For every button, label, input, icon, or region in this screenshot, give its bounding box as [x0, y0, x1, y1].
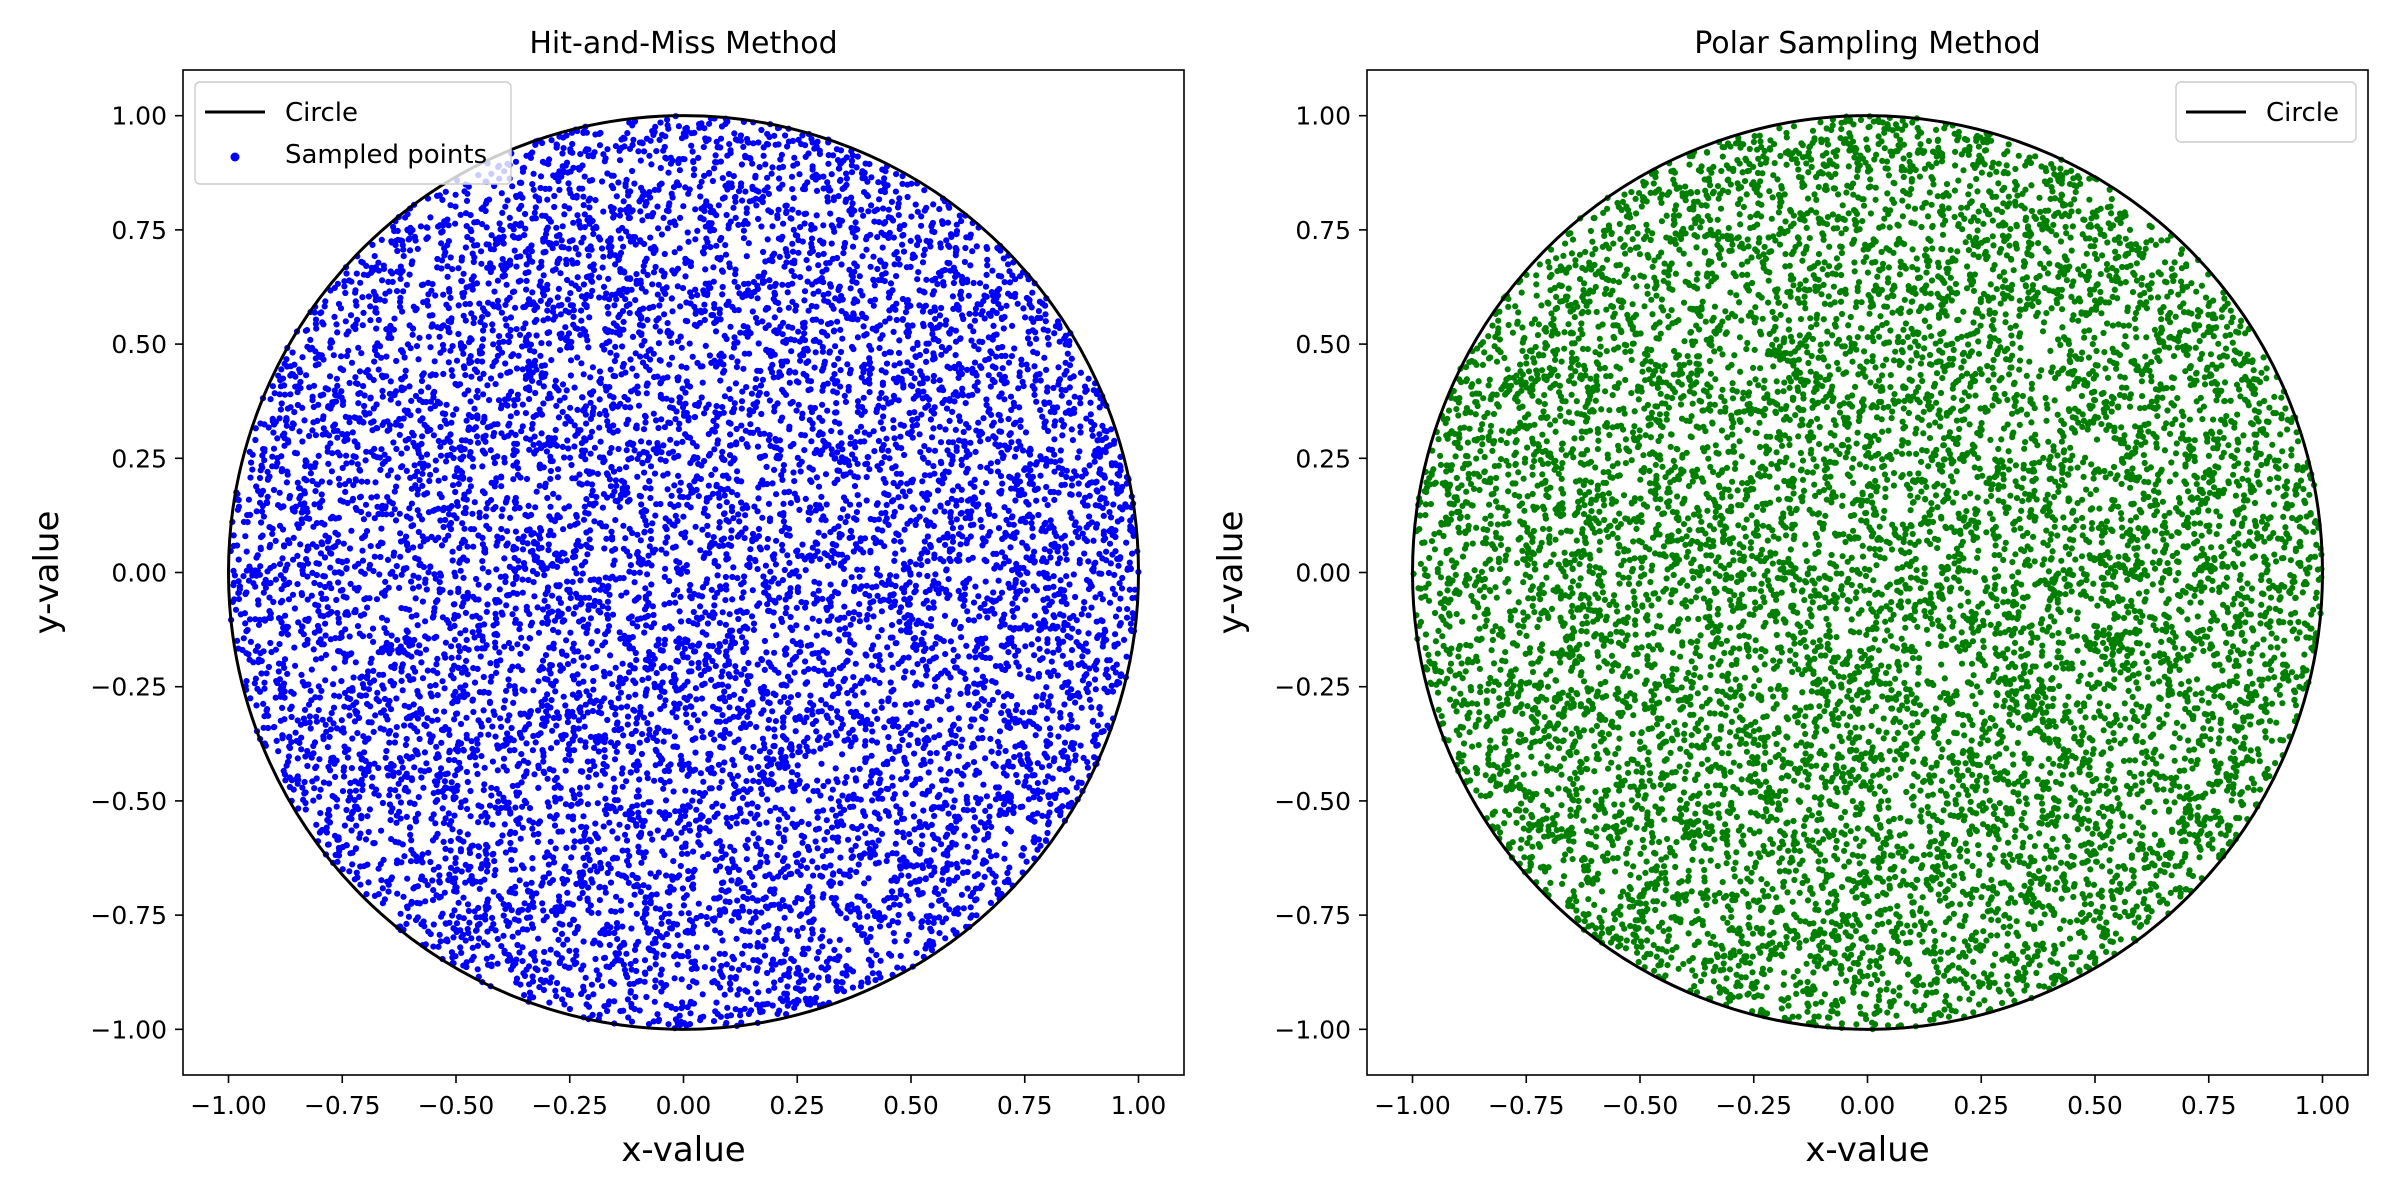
x-tick-label: 0.75 [2181, 1091, 2237, 1120]
y-tick-label: 0.75 [1295, 216, 1351, 245]
y-tick-label: −0.75 [1274, 901, 1351, 930]
chart-panel-2: −1.00 −0.75 −0.50 −0.25 0.00 0.25 0.50 0.75 1.00… [1211, 26, 2369, 1170]
y-tick-label: 1.00 [111, 102, 167, 131]
x-tick-label: 0.00 [1840, 1091, 1896, 1120]
y-tick-label: 0.00 [1295, 559, 1351, 588]
y-tick-label: −0.50 [90, 787, 167, 816]
x-tick-label: 0.75 [997, 1091, 1053, 1120]
x-tick-label: −0.75 [304, 1091, 381, 1120]
y-tick-label: −0.75 [90, 901, 167, 930]
x-tick-label: −0.25 [531, 1091, 608, 1120]
x-tick-label: 0.50 [883, 1091, 939, 1120]
y-tick-label: 0.50 [1295, 330, 1351, 359]
x-tick-label: 0.25 [1953, 1091, 2009, 1120]
y-axis-label: y-value [27, 511, 67, 635]
legend: Circle [2175, 81, 2357, 143]
y-tick-label: 1.00 [1295, 102, 1351, 131]
circle-line [227, 114, 1140, 1031]
plot-area [1367, 70, 2368, 1075]
legend-label: Circle [2266, 98, 2339, 128]
y-tick-label: −1.00 [90, 1015, 167, 1044]
scatter-points-series [227, 113, 1142, 1032]
chart-title: Polar Sampling Method [1694, 26, 2040, 61]
x-tick-label: −0.75 [1488, 1091, 1565, 1120]
x-tick-label: −0.25 [1715, 1091, 1792, 1120]
y-axis-label: y-value [1211, 511, 1251, 635]
circle-line [1411, 114, 2324, 1031]
x-axis-label: x-value [621, 1130, 745, 1170]
x-tick-label: 0.50 [2067, 1091, 2123, 1120]
y-tick-label: −0.50 [1274, 787, 1351, 816]
y-tick-label: 0.75 [111, 216, 167, 245]
x-tick-label: −1.00 [190, 1091, 267, 1120]
chart-title: Hit-and-Miss Method [529, 26, 837, 61]
scatter-points-series [1410, 113, 2325, 1033]
legend-box [194, 81, 512, 185]
x-tick-label: −1.00 [1374, 1091, 1451, 1120]
y-tick-label: 0.25 [111, 444, 167, 473]
y-tick-label: −0.25 [1274, 673, 1351, 702]
legend: Circle Sampled points [194, 81, 512, 185]
x-tick-label: 1.00 [2295, 1091, 2351, 1120]
x-axis-label: x-value [1805, 1130, 1929, 1170]
y-tick-label: 0.25 [1295, 444, 1351, 473]
x-tick-label: 0.00 [656, 1091, 712, 1120]
y-tick-label: −1.00 [1274, 1015, 1351, 1044]
legend-box [2175, 81, 2357, 143]
y-tick-label: 0.50 [111, 330, 167, 359]
legend-label: Circle [285, 98, 358, 128]
y-tick-label: 0.00 [111, 559, 167, 588]
chart-panel-1: −1.00 −0.75 −0.50 −0.25 0.00 0.25 0.50 0.75 1.00… [27, 26, 1185, 1170]
legend-label: Sampled points [285, 140, 487, 170]
x-tick-label: 1.00 [1111, 1091, 1167, 1120]
x-tick-label: −0.50 [418, 1091, 495, 1120]
x-tick-label: −0.50 [1602, 1091, 1679, 1120]
x-tick-label: 0.25 [769, 1091, 825, 1120]
y-tick-label: −0.25 [90, 673, 167, 702]
legend-marker-swatch [230, 152, 240, 162]
